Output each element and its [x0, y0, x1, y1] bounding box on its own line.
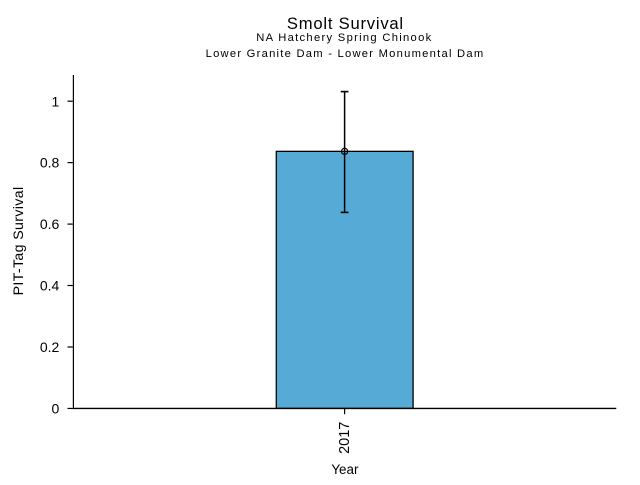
svg-text:1: 1	[52, 93, 60, 109]
svg-text:NA Hatchery Spring Chinook: NA Hatchery Spring Chinook	[256, 32, 432, 44]
svg-text:0.8: 0.8	[40, 155, 60, 171]
svg-text:Lower Granite Dam - Lower Monu: Lower Granite Dam - Lower Monumental Dam	[206, 48, 485, 60]
svg-text:0.2: 0.2	[40, 339, 60, 355]
svg-text:2017: 2017	[337, 422, 353, 454]
svg-text:0: 0	[52, 401, 60, 417]
svg-text:Year: Year	[331, 462, 359, 477]
svg-text:PIT-Tag Survival: PIT-Tag Survival	[11, 187, 27, 296]
svg-text:Smolt Survival: Smolt Survival	[287, 14, 404, 33]
svg-text:0.6: 0.6	[40, 216, 60, 232]
svg-text:0.4: 0.4	[40, 278, 60, 294]
